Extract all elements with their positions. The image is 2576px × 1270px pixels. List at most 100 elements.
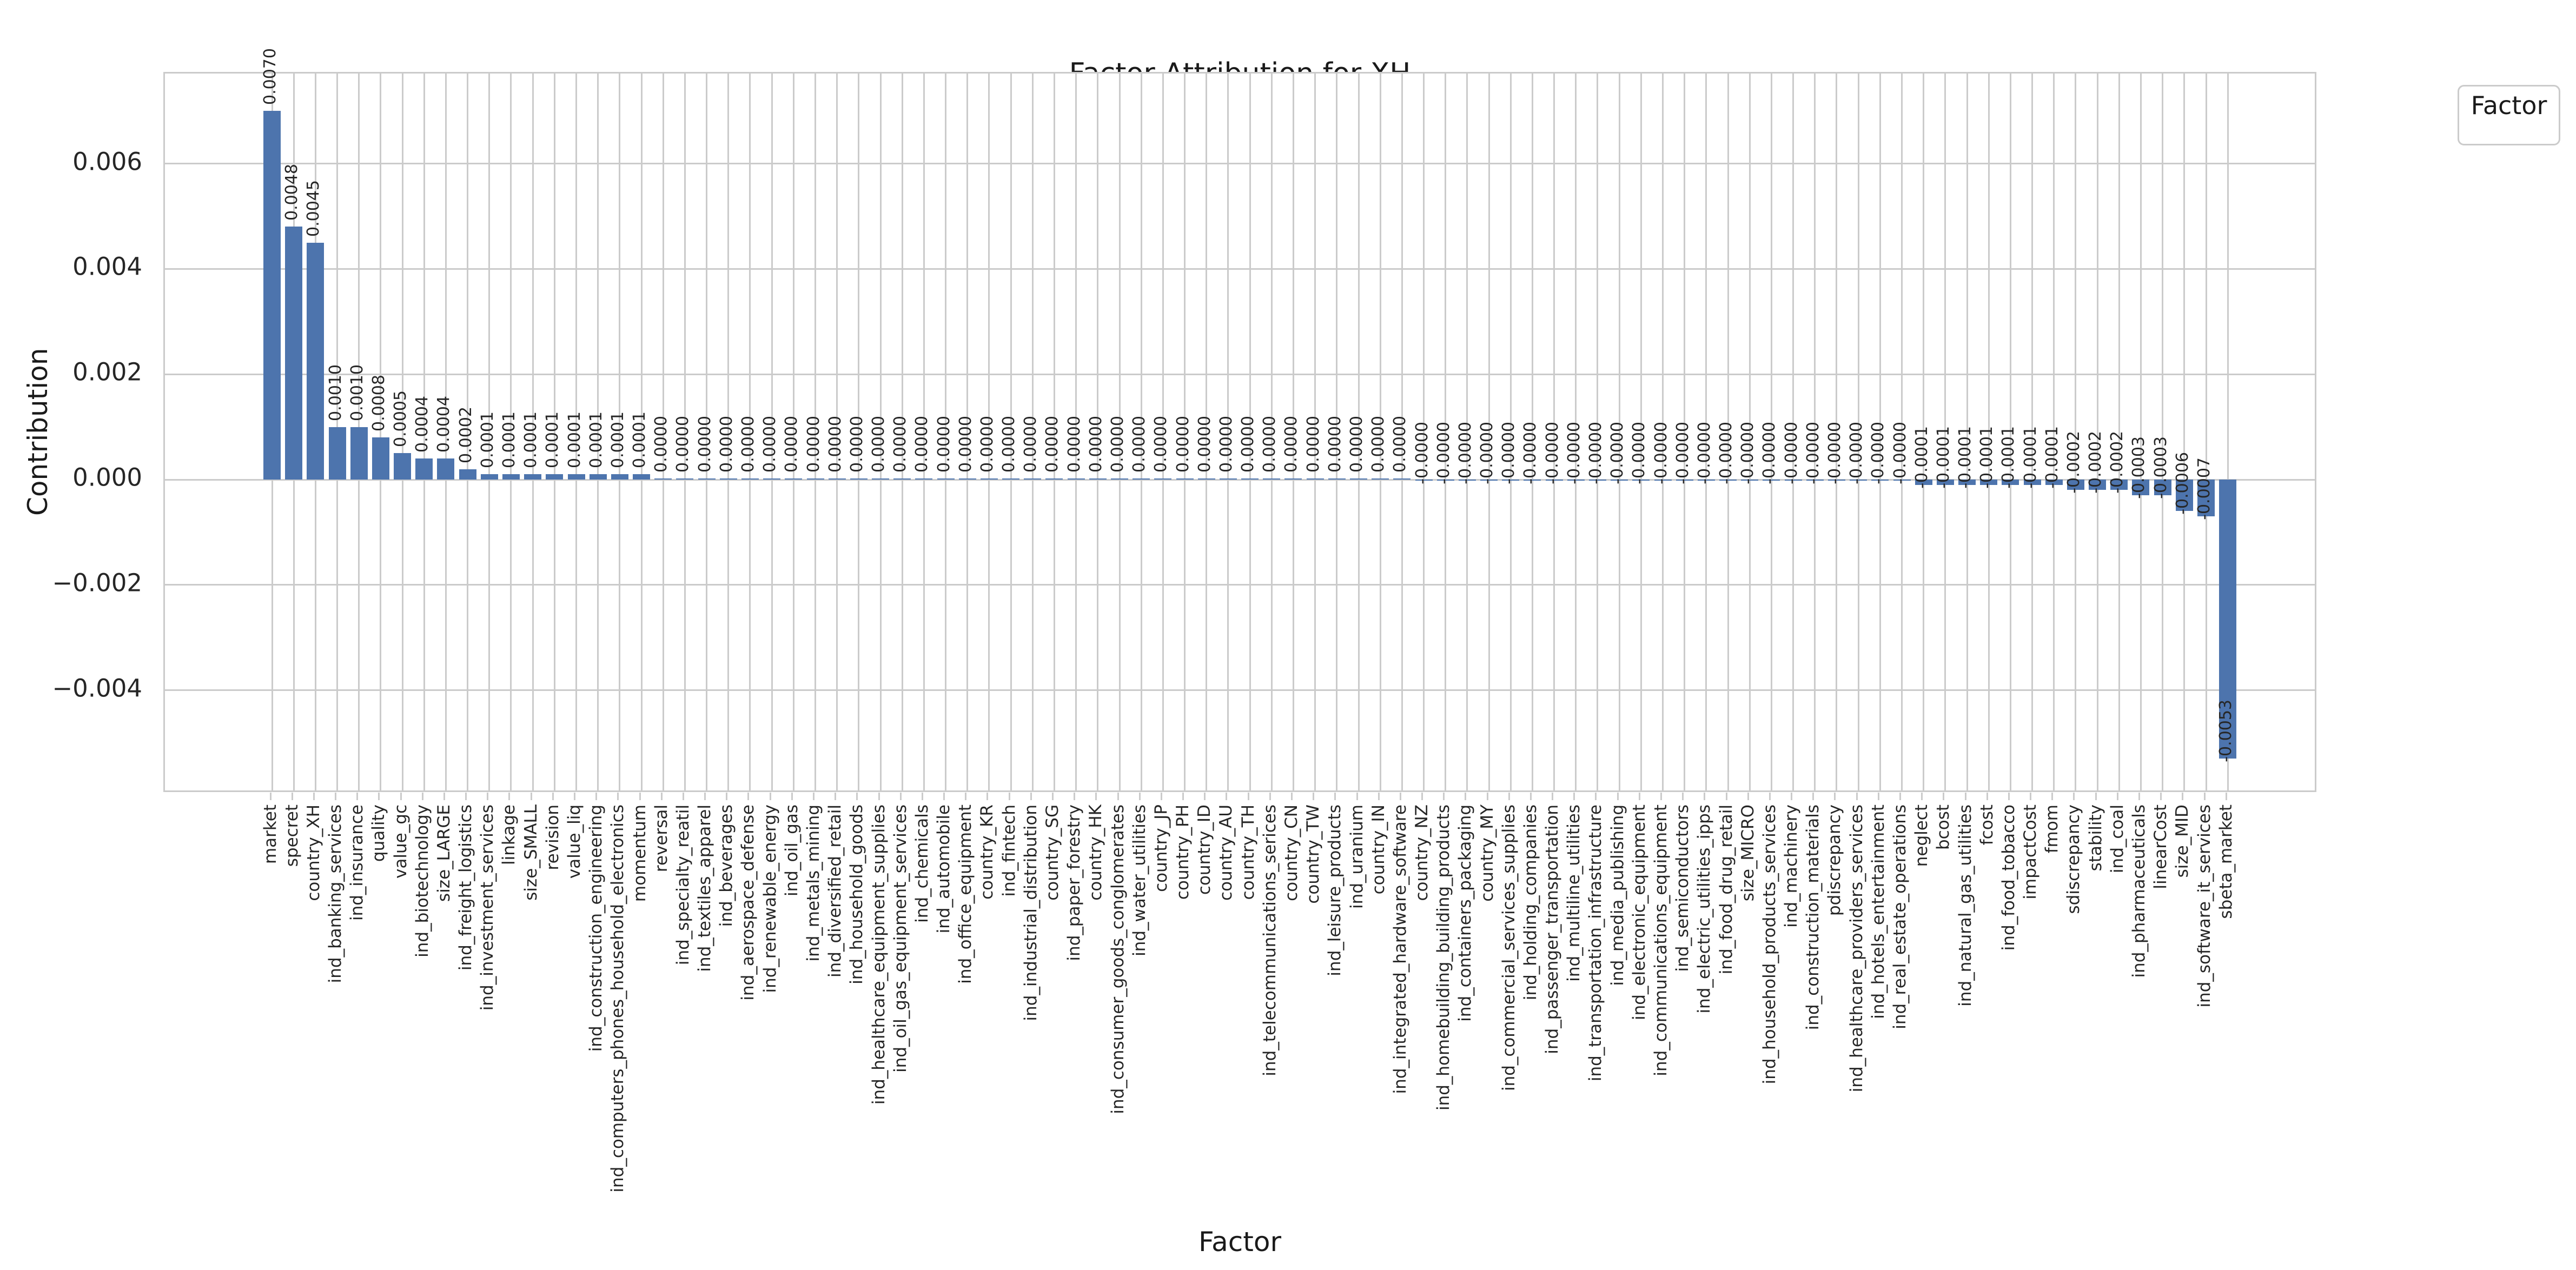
x-tick-label: country_TW bbox=[1303, 804, 1323, 904]
x-tick-label: revision bbox=[542, 804, 562, 870]
bar-value-label: -0.0000 bbox=[1630, 422, 1649, 484]
bar-value-label: 0.0000 bbox=[891, 416, 910, 473]
bar bbox=[524, 474, 542, 480]
gridline-vertical bbox=[1879, 74, 1881, 790]
gridline-vertical bbox=[858, 74, 860, 790]
gridline-vertical bbox=[1836, 74, 1838, 790]
x-tick-label: ind_diversified_retail bbox=[825, 804, 845, 978]
gridline-vertical bbox=[1010, 74, 1012, 790]
bar-value-label: 0.0001 bbox=[543, 411, 562, 468]
bar bbox=[1632, 480, 1650, 481]
gridline-vertical bbox=[575, 74, 578, 790]
gridline-vertical bbox=[1423, 74, 1425, 790]
gridline-vertical bbox=[814, 74, 816, 790]
gridline-horizontal bbox=[165, 163, 2315, 165]
x-tick-label: ind_aerospace_defense bbox=[738, 804, 758, 1001]
bar bbox=[1241, 478, 1259, 480]
x-tick-label: ind_investment_services bbox=[478, 804, 498, 1011]
x-tick-mark bbox=[1812, 793, 1815, 800]
x-tick-label: ind_renewable_energy bbox=[760, 804, 780, 993]
x-tick-label: value_gc bbox=[390, 804, 410, 879]
x-tick-label: country_CN bbox=[1281, 804, 1301, 901]
bar-value-label: 0.0000 bbox=[999, 416, 1019, 473]
bar bbox=[589, 474, 607, 480]
y-axis-label: Contribution bbox=[22, 348, 54, 516]
bar bbox=[2089, 480, 2107, 490]
x-tick-mark bbox=[943, 793, 945, 800]
plot-area bbox=[163, 72, 2316, 792]
bar-value-label: 0.0000 bbox=[847, 416, 866, 473]
bar bbox=[850, 478, 868, 480]
bar bbox=[1372, 478, 1389, 480]
bar bbox=[1502, 480, 1520, 481]
bar-value-label: 0.0001 bbox=[565, 411, 584, 468]
x-tick-label: momentum bbox=[630, 804, 650, 902]
gridline-vertical bbox=[1770, 74, 1772, 790]
bar bbox=[2067, 480, 2084, 490]
gridline-horizontal bbox=[165, 478, 2315, 481]
x-tick-mark bbox=[1008, 793, 1010, 800]
gridline-vertical bbox=[1314, 74, 1316, 790]
x-tick-mark bbox=[2073, 793, 2075, 800]
bar bbox=[1480, 480, 1498, 481]
x-tick-mark bbox=[1834, 793, 1836, 800]
x-tick-label: impactCost bbox=[2021, 804, 2041, 900]
gridline-vertical bbox=[1184, 74, 1186, 790]
x-tick-label: ind_uranium bbox=[1347, 804, 1367, 909]
gridline-vertical bbox=[1575, 74, 1577, 790]
x-tick-mark bbox=[704, 793, 706, 800]
bar-value-label: 0.0000 bbox=[1195, 416, 1214, 473]
x-tick-mark bbox=[1356, 793, 1358, 800]
x-tick-mark bbox=[1725, 793, 1727, 800]
bar-value-label: 0.0070 bbox=[261, 48, 280, 105]
gridline-vertical bbox=[510, 74, 512, 790]
bar bbox=[1458, 480, 1476, 481]
legend: Factor bbox=[2458, 85, 2560, 145]
bar-value-label: -0.0000 bbox=[1608, 422, 1627, 484]
gridline-vertical bbox=[597, 74, 599, 790]
x-tick-mark bbox=[617, 793, 619, 800]
bar bbox=[698, 478, 716, 480]
gridline-vertical bbox=[1749, 74, 1751, 790]
bar-value-label: -0.0000 bbox=[1542, 422, 1562, 484]
x-tick-mark bbox=[660, 793, 663, 800]
x-tick-label: ind_fintech bbox=[999, 804, 1019, 897]
gridline-vertical bbox=[2162, 74, 2164, 790]
bar bbox=[437, 458, 455, 480]
x-tick-label: country_SG bbox=[1042, 804, 1062, 901]
gridline-vertical bbox=[423, 74, 425, 790]
x-tick-mark bbox=[1182, 793, 1184, 800]
bar bbox=[1676, 480, 1693, 481]
x-tick-mark bbox=[2225, 793, 2227, 800]
gridline-vertical bbox=[1705, 74, 1707, 790]
bar-value-label: -0.0000 bbox=[1890, 422, 1910, 484]
x-tick-mark bbox=[2203, 793, 2206, 800]
gridline-vertical bbox=[2205, 74, 2207, 790]
gridline-vertical bbox=[1357, 74, 1360, 790]
bar bbox=[1893, 480, 1911, 481]
gridline-vertical bbox=[1901, 74, 1903, 790]
bar-value-label: 0.0001 bbox=[586, 411, 606, 468]
x-tick-mark bbox=[1117, 793, 1119, 800]
gridline-vertical bbox=[1227, 74, 1229, 790]
x-tick-mark bbox=[1899, 793, 1901, 800]
bar bbox=[1219, 478, 1237, 480]
bar bbox=[2132, 480, 2150, 495]
x-tick-label: country_PH bbox=[1173, 804, 1193, 900]
gridline-vertical bbox=[1618, 74, 1620, 790]
x-tick-mark bbox=[1791, 793, 1793, 800]
bar-value-label: 0.0000 bbox=[869, 416, 889, 473]
x-tick-mark bbox=[1638, 793, 1640, 800]
x-tick-label: ind_containers_packaging bbox=[1455, 804, 1475, 1022]
gridline-vertical bbox=[749, 74, 751, 790]
x-tick-mark bbox=[2030, 793, 2032, 800]
bar bbox=[1915, 480, 1932, 485]
bar bbox=[350, 427, 368, 480]
bar bbox=[958, 478, 976, 480]
x-tick-label: specret bbox=[282, 804, 302, 867]
gridline-vertical bbox=[445, 74, 447, 790]
bar-value-label: 0.0001 bbox=[521, 411, 541, 468]
bar bbox=[1827, 480, 1845, 481]
x-tick-mark bbox=[1204, 793, 1206, 800]
bar bbox=[1133, 478, 1150, 480]
